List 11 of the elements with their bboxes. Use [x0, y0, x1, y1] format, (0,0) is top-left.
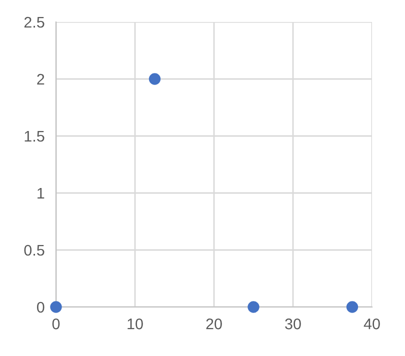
x-tick-label: 20 [206, 318, 222, 330]
x-tick-label: 30 [285, 318, 301, 330]
y-tick-label: 0.5 [24, 244, 44, 256]
y-tick-label: 1.5 [24, 131, 44, 142]
y-tick-label: 2 [37, 74, 44, 85]
x-tick-label: 0 [52, 318, 60, 330]
y-tick-label: 1 [38, 188, 44, 199]
x-tick-label: 40 [364, 318, 380, 330]
y-tick-label: 0 [36, 302, 44, 313]
y-tick-label: 2.5 [24, 16, 44, 28]
x-tick-label: 10 [128, 318, 143, 330]
